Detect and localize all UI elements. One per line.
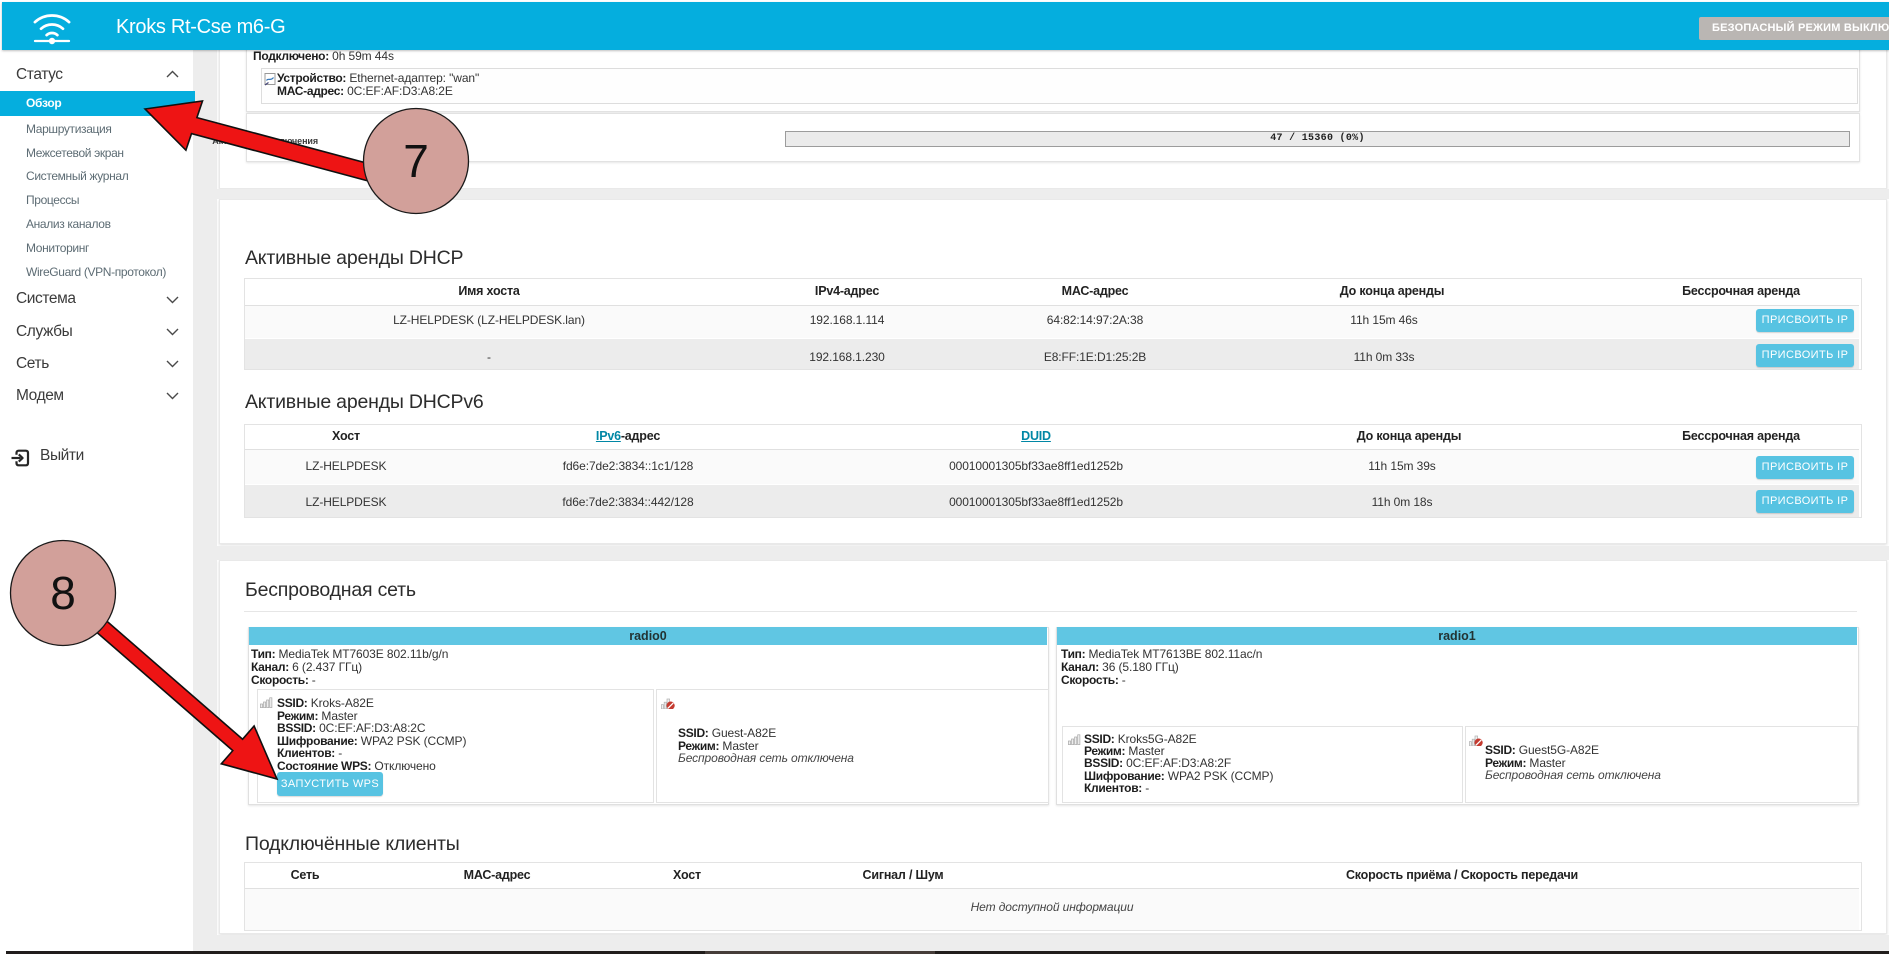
svg-text:7: 7 [403, 135, 429, 187]
svg-text:8: 8 [50, 567, 76, 619]
